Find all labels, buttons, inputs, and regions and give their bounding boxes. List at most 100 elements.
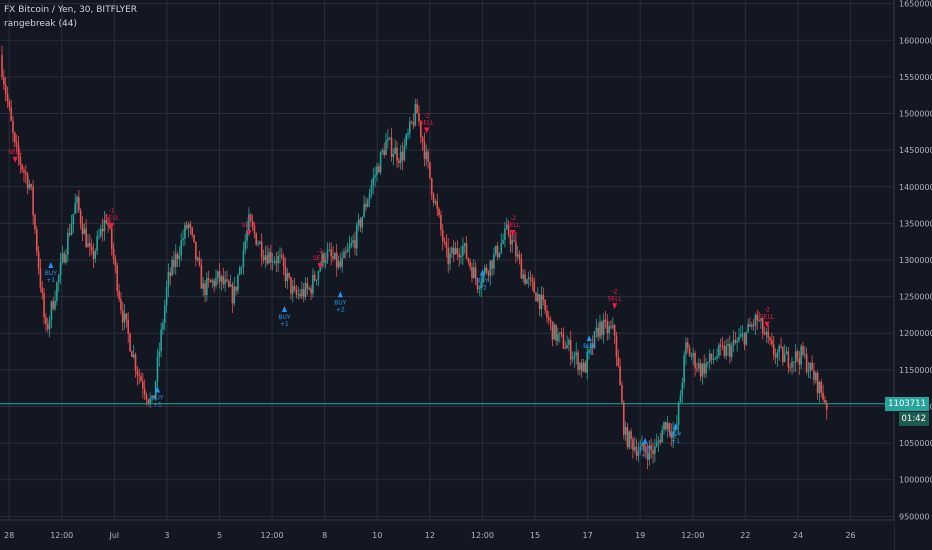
candle-body [313, 274, 316, 281]
candle-body [98, 236, 100, 237]
candle-body [535, 292, 537, 302]
candle-body [99, 228, 102, 237]
candle-body [513, 240, 515, 242]
candle-body [699, 363, 702, 377]
candle-body [800, 346, 802, 365]
candle-body [763, 333, 766, 335]
candle-body [10, 107, 12, 121]
symbol-title[interactable]: FX Bitcoin / Yen, 30, BITFLYER [4, 5, 138, 15]
candle-body [238, 267, 241, 275]
candle-body [132, 354, 135, 358]
candle-body [696, 368, 698, 370]
candle-body [394, 147, 396, 155]
candle-body [354, 240, 356, 249]
candle-body [341, 257, 343, 267]
candle-body [809, 362, 812, 372]
candle-body [308, 288, 311, 290]
candles [1, 45, 828, 469]
candle-body [242, 250, 245, 268]
candle-body [551, 321, 554, 340]
candle-body [21, 164, 23, 170]
candle-body [346, 249, 349, 253]
candle-body [301, 289, 303, 297]
candle-body [270, 252, 272, 263]
candle-body [405, 134, 407, 146]
candle-body [716, 356, 718, 359]
sell-label: SELL [607, 295, 622, 302]
candle-body [149, 398, 151, 403]
candle-body [273, 261, 276, 262]
candle-body [529, 277, 532, 279]
candle-body [703, 363, 706, 374]
candle-body [355, 224, 358, 249]
candle-body [765, 331, 768, 335]
sell-arrow-icon [317, 262, 323, 269]
candle-body [646, 453, 649, 460]
candle-body [421, 136, 424, 142]
candle-body [365, 203, 367, 207]
buy-label: BUY [476, 277, 489, 284]
candle-body [399, 151, 402, 163]
candle-body [266, 255, 268, 264]
candle-body [758, 320, 760, 322]
candle-body [666, 423, 669, 430]
candle-body [791, 361, 793, 368]
candle-body [376, 166, 378, 176]
candle-body [482, 272, 484, 283]
candle-body [463, 243, 466, 246]
candle-body [352, 240, 354, 243]
candle-body [120, 299, 122, 310]
candle-body [520, 258, 523, 279]
buy-signal: BUY+1 [151, 386, 164, 409]
candle-body [204, 283, 206, 296]
candle-body [423, 141, 426, 159]
candle-body [526, 279, 528, 284]
candle-body [145, 394, 148, 400]
candle-body [169, 272, 172, 276]
candle-body [547, 317, 550, 320]
candle-body [317, 271, 320, 280]
candle-body [434, 201, 437, 203]
time-tick-label: 19 [635, 531, 645, 540]
candle-body [487, 272, 490, 276]
candle-body [672, 431, 674, 438]
candle-body [674, 428, 676, 432]
buy-label: BUY [45, 270, 58, 277]
candle-body [780, 346, 782, 348]
candle-body [467, 258, 470, 262]
time-axis[interactable] [0, 520, 894, 550]
candle-body [23, 169, 25, 173]
indicator-title[interactable]: rangebreak (44) [4, 19, 77, 29]
candle-body [663, 422, 665, 430]
candle-body [665, 422, 667, 430]
candle-body [63, 253, 66, 263]
candle-body [491, 260, 493, 269]
price-axis[interactable] [894, 0, 932, 550]
candle-body [114, 258, 117, 266]
time-tick-label: 22 [740, 531, 750, 540]
candle-body [94, 250, 97, 259]
candle-body [275, 261, 278, 264]
candle-body [328, 249, 331, 251]
candle-body [505, 224, 508, 229]
candle-body [90, 246, 93, 251]
candle-body [458, 253, 460, 258]
candle-body [68, 232, 71, 235]
price-tick-label: 1650000 [899, 0, 932, 9]
candle-body [719, 344, 722, 346]
candle-body [796, 351, 799, 359]
sell-arrow-icon [12, 156, 18, 163]
candle-body [683, 355, 685, 383]
sell-count-label: -2 [317, 248, 323, 255]
candle-body [178, 255, 181, 259]
candle-body [652, 449, 654, 454]
buy-label: BUY [639, 446, 652, 453]
sell-label: SELL [313, 255, 328, 262]
candle-body [818, 381, 821, 394]
candle-body [87, 243, 89, 248]
candle-body [127, 319, 130, 334]
sell-count-label: -1 [109, 208, 115, 215]
